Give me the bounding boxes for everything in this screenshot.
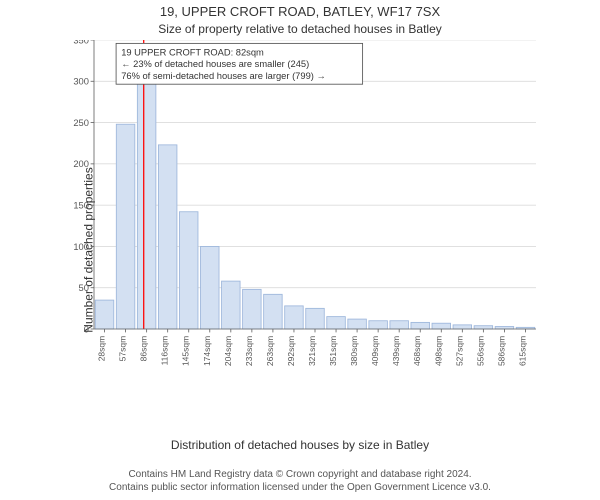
x-tick-label: 174sqm (202, 336, 212, 366)
histogram-bar (369, 321, 388, 329)
y-tick-label: 150 (73, 201, 89, 211)
page-title-line1: 19, UPPER CROFT ROAD, BATLEY, WF17 7SX (0, 4, 600, 19)
x-axis-label: Distribution of detached houses by size … (0, 438, 600, 452)
histogram-bar (264, 294, 283, 329)
x-tick-label: 439sqm (391, 336, 401, 366)
histogram-bar (158, 145, 177, 329)
x-tick-label: 57sqm (118, 336, 128, 362)
footer-line-1: Contains HM Land Registry data © Crown c… (0, 468, 600, 481)
y-tick-label: 250 (73, 118, 89, 128)
histogram-bar (474, 326, 493, 329)
x-tick-label: 204sqm (223, 336, 233, 366)
legend-line-2: ← 23% of detached houses are smaller (24… (121, 59, 309, 69)
x-tick-label: 321sqm (307, 336, 317, 366)
histogram-bar (306, 308, 325, 329)
histogram-bar (348, 319, 367, 329)
x-tick-label: 556sqm (475, 336, 485, 366)
x-tick-label: 263sqm (265, 336, 275, 366)
y-tick-label: 50 (78, 283, 88, 293)
page-title-line2: Size of property relative to detached ho… (0, 22, 600, 36)
histogram-bar (116, 124, 135, 329)
histogram-bar (179, 212, 198, 329)
x-tick-label: 527sqm (454, 336, 464, 366)
histogram-bar (95, 300, 114, 329)
histogram-bar (222, 281, 241, 329)
legend-box: 19 UPPER CROFT ROAD: 82sqm ← 23% of deta… (116, 43, 363, 84)
y-tick-label: 200 (73, 159, 89, 169)
y-tick-label: 100 (73, 242, 89, 252)
y-tick-label: 300 (73, 77, 89, 87)
legend-line-1: 19 UPPER CROFT ROAD: 82sqm (121, 47, 264, 57)
x-tick-label: 498sqm (433, 336, 443, 366)
histogram-bar (453, 325, 472, 329)
x-tick-label: 116sqm (160, 336, 170, 366)
histogram-chart: 0 50 100 150 200 250 300 350 28sqm 57sqm 86sqm 116… (55, 40, 575, 380)
x-tick-label: 145sqm (181, 336, 191, 366)
histogram-bar (390, 321, 409, 329)
histogram-bar (432, 323, 451, 329)
histogram-bar (411, 322, 430, 329)
y-tick-label: 350 (73, 40, 89, 45)
x-tick-label: 233sqm (244, 336, 254, 366)
histogram-bar (285, 306, 304, 329)
histogram-bar (201, 246, 220, 329)
x-tick-label: 586sqm (496, 336, 506, 366)
footer-line-2: Contains public sector information licen… (0, 481, 600, 494)
y-tick-label: 0 (84, 324, 89, 334)
x-tick-label: 28sqm (97, 336, 107, 362)
x-tick-label: 468sqm (412, 336, 422, 366)
histogram-bar (327, 317, 346, 329)
x-tick-label: 380sqm (349, 336, 359, 366)
legend-line-3: 76% of semi-detached houses are larger (… (121, 71, 326, 81)
x-tick-label: 615sqm (517, 336, 527, 366)
x-tick-label: 292sqm (286, 336, 296, 366)
footer-attribution: Contains HM Land Registry data © Crown c… (0, 468, 600, 494)
x-tick-label: 409sqm (370, 336, 380, 366)
x-tick-label: 351sqm (328, 336, 338, 366)
histogram-bar (137, 83, 156, 329)
histogram-bar (243, 289, 262, 329)
x-tick-label: 86sqm (139, 336, 149, 362)
